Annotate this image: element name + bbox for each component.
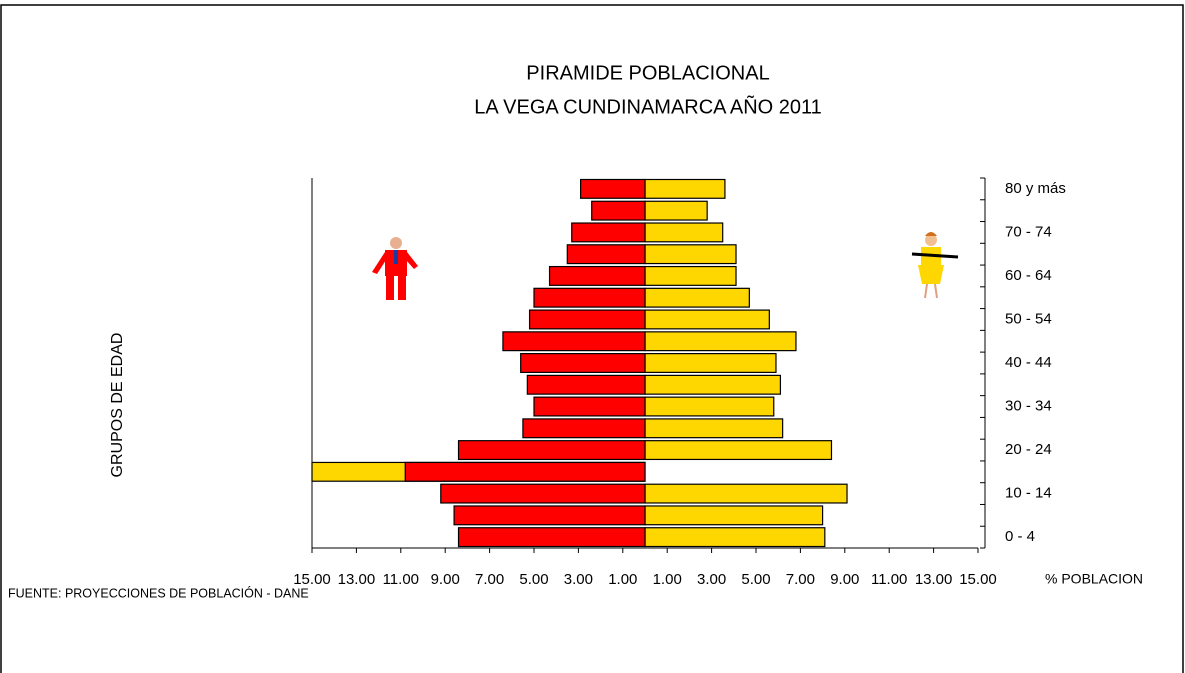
x-tick-label: 15.00 — [293, 571, 331, 588]
x-tick-label: 9.00 — [431, 571, 460, 588]
bar — [644, 331, 797, 352]
bar — [644, 287, 750, 308]
bar — [591, 200, 646, 221]
bar — [548, 265, 646, 286]
x-tick-label: 3.00 — [564, 571, 593, 588]
bar — [644, 440, 833, 461]
bar — [453, 505, 646, 526]
y-tick-label: 30 - 34 — [1005, 397, 1052, 414]
male-icon — [372, 237, 418, 300]
y-tick-label: 80 y más — [1005, 180, 1066, 197]
y-axis-label: GRUPOS DE EDAD — [109, 333, 126, 478]
bar — [440, 483, 646, 504]
x-tick-label: 3.00 — [697, 571, 726, 588]
bar — [520, 353, 646, 373]
bar — [644, 418, 784, 439]
bar — [457, 527, 646, 548]
bar — [644, 244, 737, 265]
x-tick-label: 15.00 — [959, 571, 997, 588]
bar — [533, 396, 646, 417]
y-tick-label: 20 - 24 — [1005, 441, 1052, 458]
bar — [404, 461, 646, 482]
source-note: FUENTE: PROYECCIONES DE POBLACIÓN - DANE — [8, 585, 309, 600]
x-tick-label: 9.00 — [830, 571, 859, 588]
x-tick-label: 13.00 — [915, 571, 953, 588]
chart-title: PIRAMIDE POBLACIONAL — [526, 62, 769, 84]
bar — [644, 265, 737, 286]
x-tick-label: 11.00 — [871, 571, 907, 588]
bar — [644, 222, 724, 243]
bar — [644, 483, 848, 504]
y-tick-label: 40 - 44 — [1005, 354, 1052, 371]
bar — [644, 309, 770, 330]
bar — [457, 440, 646, 461]
x-tick-label: 5.00 — [741, 571, 770, 588]
y-tick-label: 50 - 54 — [1005, 310, 1052, 327]
bar — [644, 178, 726, 199]
bar — [502, 331, 646, 352]
x-tick-label: 7.00 — [786, 571, 815, 588]
x-tick-label: 7.00 — [475, 571, 504, 588]
bar — [580, 178, 646, 199]
frame — [0, 4, 1184, 673]
bar — [533, 287, 646, 308]
y-tick-label: 60 - 64 — [1005, 267, 1052, 284]
chart-subtitle: LA VEGA CUNDINAMARCA AÑO 2011 — [474, 94, 822, 118]
bar — [571, 222, 646, 243]
bar — [644, 353, 777, 373]
x-tick-label: 11.00 — [383, 571, 419, 588]
bar — [644, 374, 782, 395]
bar — [644, 396, 775, 417]
bar — [644, 527, 826, 548]
y-tick-label: 0 - 4 — [1005, 528, 1035, 545]
x-tick-label: 5.00 — [519, 571, 548, 588]
x-tick-label: 1.00 — [653, 571, 682, 588]
bar — [526, 374, 646, 395]
bar — [644, 505, 824, 526]
bar — [522, 418, 646, 439]
bar — [528, 309, 646, 330]
x-tick-label: 1.00 — [608, 571, 637, 588]
y-tick-label: 70 - 74 — [1005, 223, 1052, 240]
y-tick-label: 10 - 14 — [1005, 485, 1052, 502]
bar — [644, 200, 708, 221]
female-icon — [911, 232, 959, 299]
bar — [566, 244, 646, 265]
x-axis-label: % POBLACION — [1045, 571, 1143, 587]
x-tick-label: 13.00 — [338, 571, 376, 588]
